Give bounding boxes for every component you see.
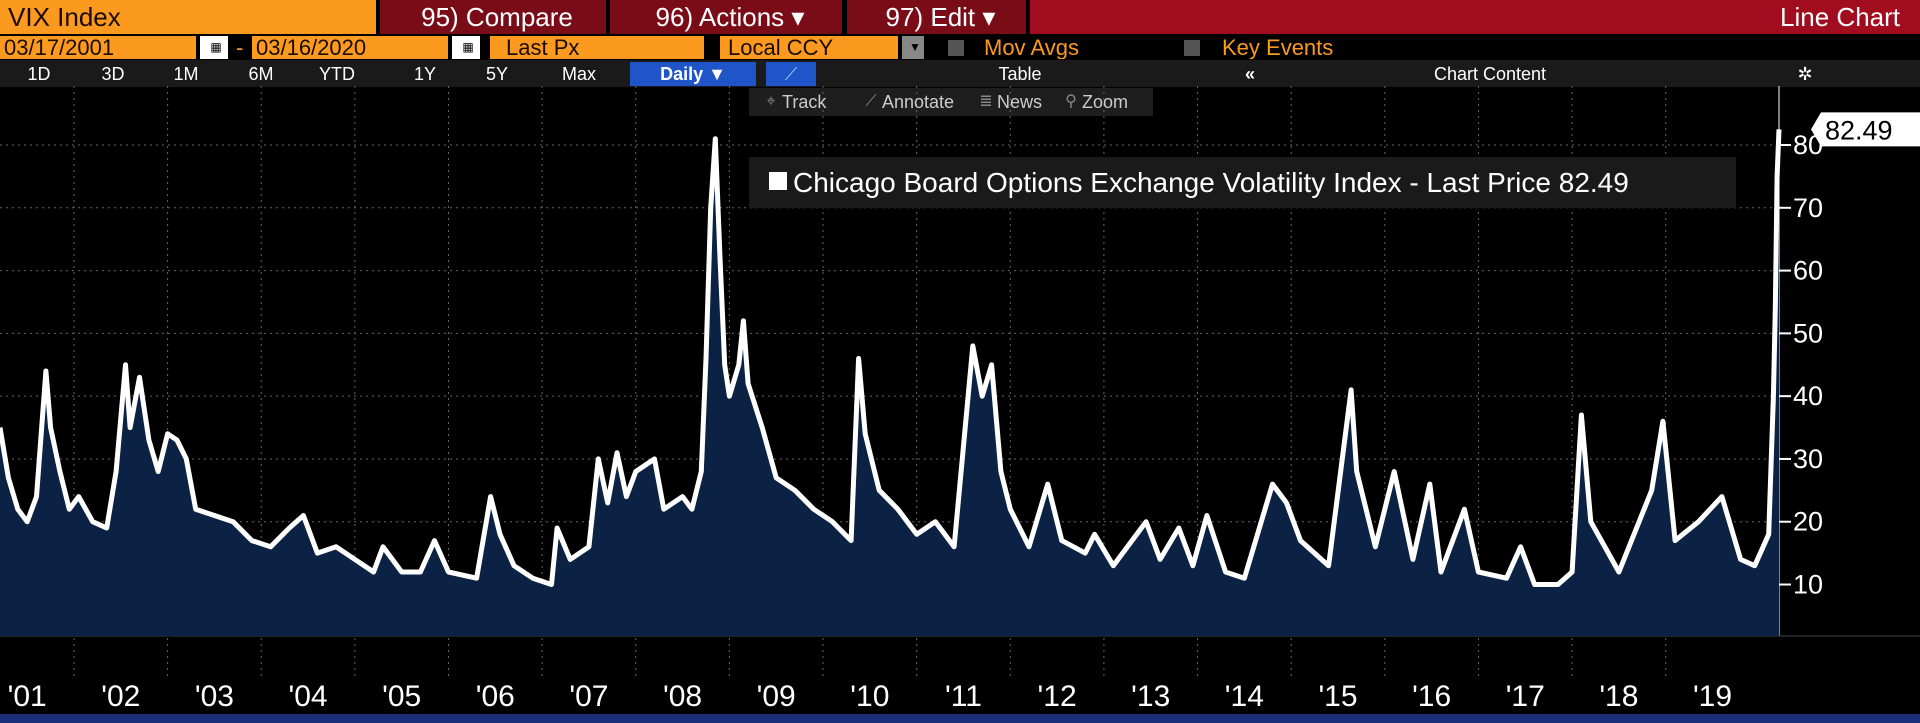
chart-tool[interactable]: News xyxy=(997,92,1043,112)
x-tick-label: '16 xyxy=(1412,680,1451,713)
calendar-icon[interactable]: ▦ xyxy=(200,36,228,59)
calendar-icon[interactable]: ▦ xyxy=(452,36,480,59)
compare-button[interactable]: 95) Compare xyxy=(380,0,606,34)
x-tick-label: '12 xyxy=(1038,680,1077,713)
x-tick-label: '14 xyxy=(1225,680,1264,713)
chart-tool[interactable]: Annotate xyxy=(882,92,955,112)
period-tab[interactable]: 1M xyxy=(173,64,199,84)
x-tick-label: '02 xyxy=(101,680,140,713)
y-tick-label: 70 xyxy=(1793,193,1823,223)
period-tab[interactable]: 3D xyxy=(101,64,125,84)
tab-bar xyxy=(0,60,1920,87)
date-separator: - xyxy=(236,36,244,59)
legend-label: Chicago Board Options Exchange Volatilit… xyxy=(793,167,1629,198)
bottom-bar xyxy=(0,714,1920,723)
y-tick-label: 60 xyxy=(1793,256,1823,286)
area xyxy=(0,129,1779,636)
x-tick-label: '18 xyxy=(1599,680,1638,713)
chart-content-button[interactable]: Chart Content xyxy=(1433,64,1547,84)
x-tick-label: '15 xyxy=(1318,680,1357,713)
period-tab[interactable]: 1Y xyxy=(413,64,437,84)
line xyxy=(0,129,1782,587)
tool-icon[interactable]: ⌖ xyxy=(766,93,776,110)
period-tab[interactable]: Max xyxy=(561,64,596,84)
y-tick-label: 10 xyxy=(1793,570,1823,600)
x-tick-label: '19 xyxy=(1693,680,1732,713)
tool-icon[interactable]: ⟋ xyxy=(865,93,877,110)
tool-icon[interactable]: ≣ xyxy=(979,93,993,110)
actions-button[interactable]: 96) Actions ▾ xyxy=(610,0,842,34)
key-events[interactable]: Key Events xyxy=(1222,36,1334,59)
period-tab[interactable]: 6M xyxy=(248,64,274,84)
chart-tool[interactable]: Zoom xyxy=(1082,92,1129,112)
security-field[interactable]: VIX Index xyxy=(0,0,376,34)
collapse-button[interactable]: « xyxy=(1244,64,1255,84)
checkbox[interactable] xyxy=(948,40,964,56)
x-tick-label: '03 xyxy=(195,680,234,713)
tool-icon[interactable]: ⚲ xyxy=(1065,93,1077,110)
x-tick-label: '11 xyxy=(945,680,982,713)
x-tick-label: '01 xyxy=(8,680,47,713)
table-button[interactable]: Table xyxy=(998,64,1042,84)
x-tick-label: '09 xyxy=(757,680,796,713)
x-tick-label: '05 xyxy=(382,680,421,713)
start-date[interactable]: 03/17/2001 xyxy=(0,36,196,59)
y-tick-label: 20 xyxy=(1793,507,1823,537)
y-tick-label: 50 xyxy=(1793,318,1823,348)
line-icon[interactable]: ⟋ xyxy=(766,62,816,86)
x-tick-label: '06 xyxy=(476,680,515,713)
end-date[interactable]: 03/16/2020 xyxy=(252,36,448,59)
x-tick-label: '17 xyxy=(1506,680,1545,713)
settings-icon[interactable]: ✲ xyxy=(1797,64,1813,84)
x-tick-label: '10 xyxy=(850,680,889,713)
x-tick-label: '07 xyxy=(569,680,608,713)
period-tab[interactable]: YTD xyxy=(319,64,355,84)
last-price-label: 82.49 xyxy=(1825,115,1893,145)
y-tick-label: 80 xyxy=(1793,130,1823,160)
dropdown-arrow[interactable]: ▼ xyxy=(902,36,924,59)
currency-select[interactable]: Local CCY xyxy=(720,36,898,59)
edit-button[interactable]: 97) Edit ▾ xyxy=(847,0,1026,34)
mov-avgs[interactable]: Mov Avgs xyxy=(984,36,1079,59)
legend-box xyxy=(749,157,1736,208)
y-tick-label: 30 xyxy=(1793,444,1823,474)
period-tab[interactable]: 5Y xyxy=(485,64,509,84)
chart-type-bar: Line Chart xyxy=(1030,0,1920,34)
x-tick-label: '13 xyxy=(1131,680,1170,713)
chart-tools xyxy=(749,88,1153,116)
period-tab[interactable]: 1D xyxy=(27,64,51,84)
last-price-box xyxy=(1811,112,1920,147)
x-tick-label: '08 xyxy=(663,680,702,713)
chart-tool[interactable]: Track xyxy=(782,92,827,112)
legend-swatch xyxy=(769,172,787,190)
frequency-select[interactable]: Daily ▼ xyxy=(630,62,756,86)
field-select[interactable]: Last Px xyxy=(490,36,704,59)
checkbox[interactable] xyxy=(1184,40,1200,56)
y-tick-label: 40 xyxy=(1793,381,1823,411)
x-tick-label: '04 xyxy=(288,680,327,713)
